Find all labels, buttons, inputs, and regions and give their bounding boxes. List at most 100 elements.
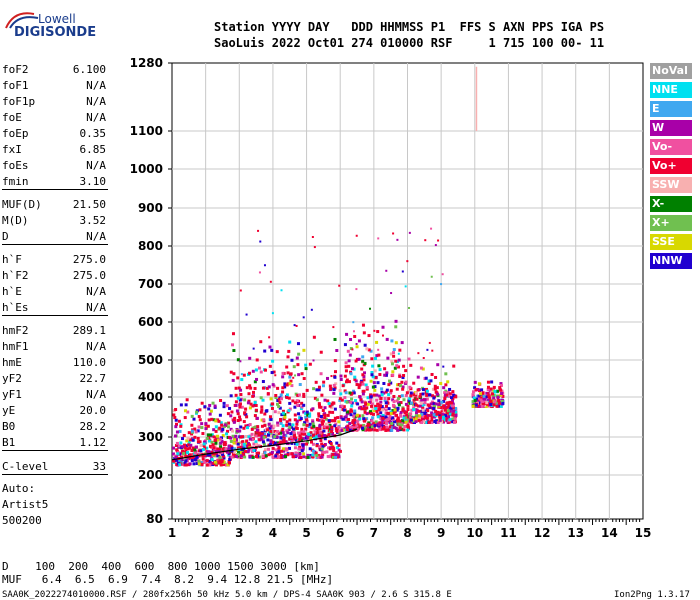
echo-point bbox=[214, 450, 218, 454]
echo-point bbox=[409, 363, 413, 367]
param-name: D bbox=[2, 230, 9, 243]
echo-point bbox=[346, 349, 350, 353]
echo-point bbox=[354, 379, 358, 383]
echo-point bbox=[191, 438, 195, 442]
echo-point bbox=[473, 386, 477, 390]
echo-point bbox=[340, 404, 344, 408]
echo-point bbox=[385, 337, 389, 341]
echo-point bbox=[402, 374, 406, 378]
echo-point bbox=[174, 422, 178, 426]
echo-point bbox=[474, 388, 478, 392]
echo-point bbox=[193, 427, 197, 431]
echo-point bbox=[409, 394, 413, 398]
echo-point bbox=[218, 458, 222, 462]
echo-point bbox=[304, 363, 308, 367]
echo-point bbox=[251, 390, 255, 394]
echo-point bbox=[220, 423, 224, 427]
echo-point bbox=[384, 390, 388, 394]
echo-point bbox=[215, 451, 219, 455]
echo-point bbox=[208, 452, 212, 456]
echo-point bbox=[346, 424, 350, 428]
echo-point bbox=[253, 401, 257, 405]
echo-point bbox=[448, 387, 452, 391]
echo-point bbox=[316, 453, 320, 457]
echo-point bbox=[384, 373, 388, 377]
echo-point bbox=[269, 431, 273, 435]
echo-point bbox=[385, 388, 389, 392]
echo-point bbox=[409, 418, 413, 422]
echo-point bbox=[255, 442, 259, 446]
echo-point bbox=[370, 373, 374, 377]
echo-point bbox=[342, 408, 346, 412]
echo-point bbox=[277, 455, 281, 459]
echo-point bbox=[244, 407, 248, 411]
echo-point bbox=[436, 420, 440, 424]
echo-point bbox=[177, 419, 181, 423]
echo-point bbox=[241, 435, 245, 439]
x-tick-label: 1 bbox=[168, 526, 176, 540]
echo-point bbox=[252, 442, 256, 446]
echo-point bbox=[433, 384, 437, 388]
echo-point bbox=[269, 424, 273, 428]
echo-point bbox=[331, 410, 335, 414]
echo-point bbox=[333, 386, 337, 390]
echo-point bbox=[400, 423, 404, 427]
echo-point bbox=[202, 460, 206, 464]
echo-point bbox=[235, 409, 239, 413]
echo-point bbox=[373, 369, 377, 373]
echo-point bbox=[245, 439, 249, 443]
param-value: 21.50 bbox=[72, 198, 106, 211]
echo-outlier bbox=[434, 244, 437, 247]
echo-point bbox=[259, 340, 263, 344]
echo-point bbox=[381, 325, 385, 329]
echo-point bbox=[371, 412, 375, 416]
param-name: C-level bbox=[2, 460, 49, 473]
echo-point bbox=[333, 359, 337, 363]
autoscale-code: 500200 bbox=[2, 514, 42, 527]
echo-point bbox=[485, 391, 489, 395]
param-name: foF2 bbox=[2, 63, 29, 76]
echo-point bbox=[296, 451, 300, 455]
echo-point bbox=[217, 419, 221, 423]
echo-point bbox=[410, 401, 414, 405]
echo-point bbox=[338, 398, 342, 402]
echo-point bbox=[355, 420, 359, 424]
echo-point bbox=[355, 413, 359, 417]
echo-point bbox=[269, 417, 273, 421]
echo-point bbox=[362, 417, 366, 421]
echo-point bbox=[261, 380, 265, 384]
echo-point bbox=[281, 427, 285, 431]
echo-point bbox=[417, 409, 421, 413]
param-value: 1.12 bbox=[79, 436, 107, 449]
echo-point bbox=[234, 455, 238, 459]
echo-point bbox=[183, 446, 187, 450]
echo-point bbox=[340, 429, 344, 432]
echo-point bbox=[304, 436, 308, 440]
echo-point bbox=[406, 420, 410, 424]
echo-point bbox=[207, 418, 211, 422]
echo-point bbox=[412, 408, 416, 412]
echo-point bbox=[323, 425, 327, 429]
echo-point bbox=[330, 430, 334, 434]
echo-point bbox=[369, 425, 373, 429]
echo-point bbox=[296, 342, 300, 346]
echo-point bbox=[276, 421, 280, 425]
echo-point bbox=[471, 405, 475, 408]
echo-point bbox=[380, 393, 384, 397]
legend-item: Vo- bbox=[650, 139, 692, 155]
autoscale-label: Auto: bbox=[2, 482, 36, 495]
echo-point bbox=[400, 341, 404, 345]
echo-point bbox=[266, 433, 270, 437]
echo-point bbox=[308, 455, 312, 459]
echo-point bbox=[286, 371, 290, 375]
echo-point bbox=[213, 404, 217, 408]
echo-point bbox=[298, 383, 302, 387]
echo-point bbox=[345, 428, 349, 432]
echo-point bbox=[345, 378, 349, 382]
echo-point bbox=[210, 458, 214, 462]
echo-point bbox=[396, 419, 400, 423]
echo-point bbox=[269, 439, 273, 443]
echo-point bbox=[442, 386, 446, 390]
echo-point bbox=[277, 397, 281, 401]
param-value: 275.0 bbox=[72, 269, 106, 282]
